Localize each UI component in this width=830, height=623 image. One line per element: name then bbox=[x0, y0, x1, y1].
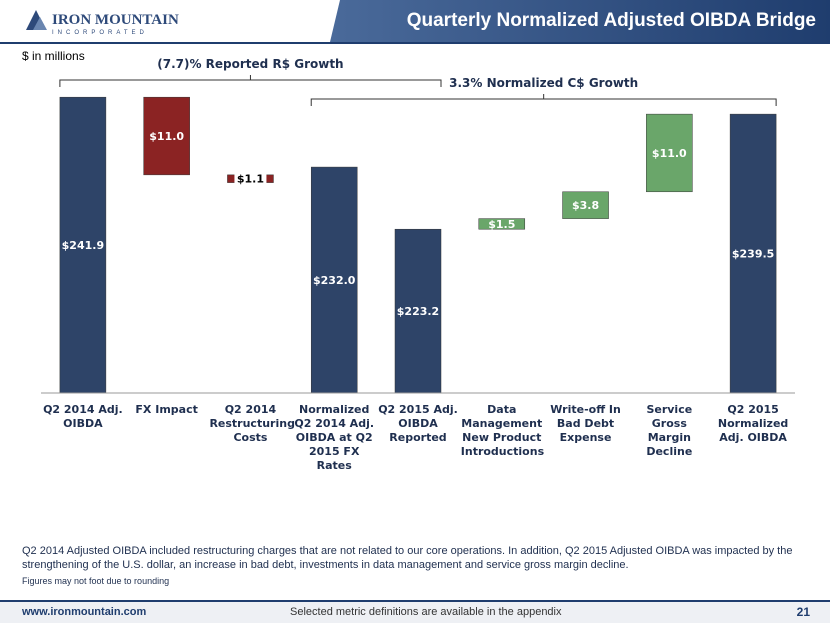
page-number: 21 bbox=[796, 605, 810, 619]
value-label: $239.5 bbox=[732, 248, 774, 261]
header-band bbox=[0, 0, 830, 44]
logo-text: IRON MOUNTAIN bbox=[52, 12, 179, 28]
x-tick-label: FX Impact bbox=[135, 403, 198, 416]
footnote: Q2 2014 Adjusted OIBDA included restruct… bbox=[22, 545, 793, 571]
x-tick-label: Q2 2015 Adj. OIBDA Reported bbox=[378, 403, 458, 444]
logo-subtext: INCORPORATED bbox=[52, 30, 148, 36]
slide-title: Quarterly Normalized Adjusted OIBDA Brid… bbox=[406, 10, 816, 31]
value-label: $232.0 bbox=[313, 274, 356, 287]
bracket bbox=[310, 94, 777, 106]
x-tick-label: Q2 2014 Restructuring Costs bbox=[209, 403, 295, 444]
value-label: $1.1 bbox=[237, 173, 264, 186]
rounding-note: Figures may not foot due to rounding bbox=[22, 576, 170, 586]
footer-bar bbox=[0, 600, 830, 623]
x-tick-label: Data Management New Product Introduction… bbox=[460, 403, 545, 458]
x-tick-label: Write-off In Bad Debt Expense bbox=[550, 403, 621, 444]
units-note: $ in millions bbox=[22, 49, 85, 63]
value-label: $1.5 bbox=[488, 218, 515, 231]
bar bbox=[59, 96, 107, 394]
value-label: $223.2 bbox=[397, 305, 439, 318]
bar bbox=[646, 113, 693, 193]
value-label: $11.0 bbox=[652, 147, 687, 160]
x-tick-label: Q2 2015 Normalized Adj. OIBDA bbox=[717, 403, 789, 444]
bar bbox=[562, 191, 609, 219]
value-label: $3.8 bbox=[572, 199, 599, 212]
x-tick-label: Service Gross Margin Decline bbox=[646, 403, 693, 458]
footer-note: Selected metric definitions are availabl… bbox=[290, 606, 562, 618]
annotation: 3.3% Normalized C$ Growth bbox=[449, 76, 638, 90]
annotation: (7.7)% Reported R$ Growth bbox=[157, 57, 343, 71]
label-bg bbox=[234, 171, 267, 186]
bar bbox=[143, 96, 190, 176]
x-tick-label: Q2 2014 Adj. OIBDA bbox=[43, 403, 123, 430]
x-tick-label: Normalized Q2 2014 Adj. OIBDA at Q2 2015… bbox=[294, 403, 375, 472]
chart: $241.9 $11.0 $1.1 $232.0 $223.2 $1.5 $3.8 $11.0… bbox=[41, 57, 795, 394]
footer-url[interactable]: www.ironmountain.com bbox=[22, 606, 147, 618]
bar bbox=[729, 113, 777, 394]
value-label: $11.0 bbox=[149, 130, 184, 143]
bar bbox=[478, 218, 526, 230]
bracket bbox=[59, 75, 442, 87]
value-label: $241.9 bbox=[62, 239, 104, 252]
